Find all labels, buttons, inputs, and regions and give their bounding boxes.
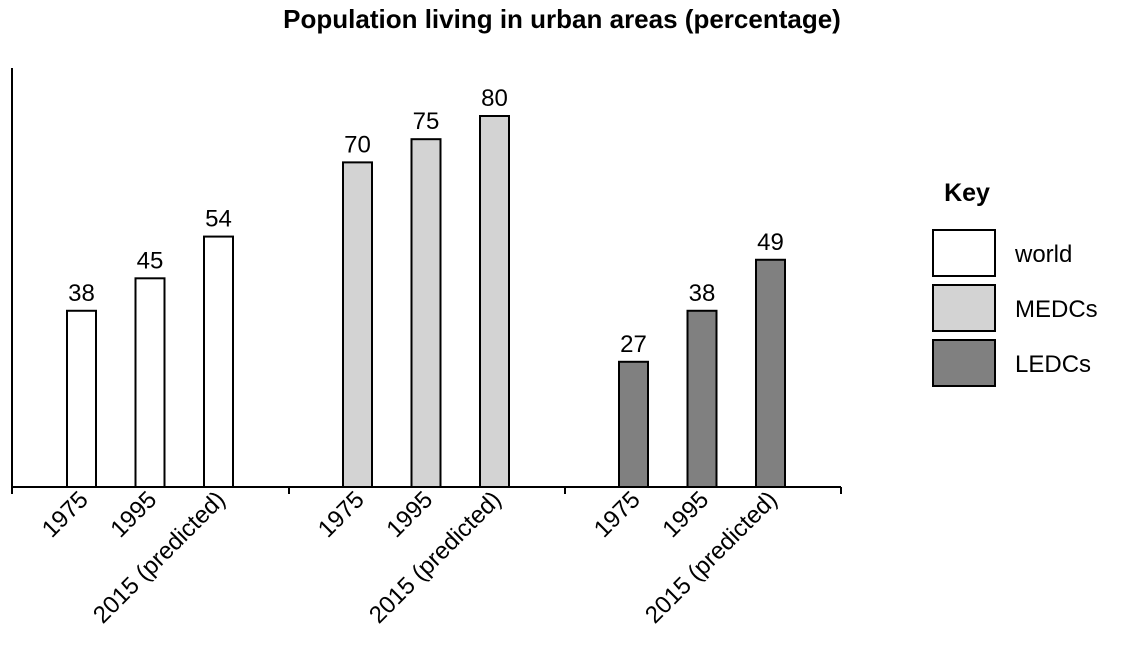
legend-label-medcs: MEDCs [1015,296,1098,323]
data-label-world-1: 38 [68,280,95,307]
data-labels-layer: 38 45 54 70 75 80 27 38 49 [68,85,784,358]
legend-label-ledcs: LEDCs [1015,351,1091,378]
x-tick-label: 1995 [381,486,438,543]
data-label-ledcs-2: 38 [689,280,716,307]
data-label-medcs-1: 70 [344,131,371,158]
data-label-ledcs-3: 49 [757,229,784,256]
chart-title: Population living in urban areas (percen… [283,4,841,34]
x-tick-label: 1975 [589,486,646,543]
legend-title: Key [944,179,990,207]
bar-ledcs-3 [755,258,786,489]
data-label-medcs-3: 80 [481,85,508,112]
legend: Key world MEDCs LEDCs [932,179,1098,387]
bar-medcs-3 [479,115,510,488]
x-tick-label: 1975 [37,486,94,543]
bar-world-2 [134,277,166,488]
data-label-world-3: 54 [205,206,232,233]
bar-medcs-2 [410,138,442,488]
legend-swatch-world [932,229,996,277]
x-tick-label: 1995 [105,486,162,543]
x-tick-label: 1975 [313,486,370,543]
bar-ledcs-2 [686,309,718,488]
legend-swatch-medcs [932,284,996,332]
bar-ledcs-1 [618,360,649,489]
bar-world-3 [203,235,234,488]
legend-swatch-ledcs [932,339,996,387]
data-label-ledcs-1: 27 [620,331,647,358]
x-tick-label: 1995 [657,486,714,543]
data-label-world-2: 45 [137,247,164,274]
bar-medcs-1 [342,161,373,488]
data-label-medcs-2: 75 [413,108,440,135]
bar-world-1 [66,309,97,488]
bars-layer [66,115,786,489]
legend-label-world: world [1014,241,1072,268]
